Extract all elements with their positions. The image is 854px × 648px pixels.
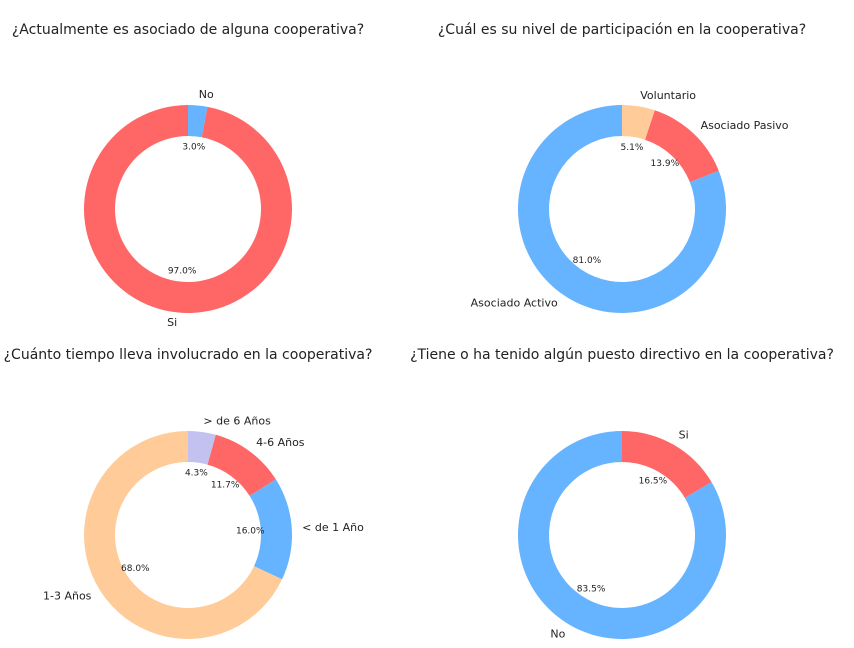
donut-slice <box>622 431 712 498</box>
donut-slice <box>518 431 727 640</box>
slice-label: 1-3 Años <box>43 589 92 602</box>
slice-label: Voluntario <box>640 89 696 102</box>
percent-label: 11.7% <box>211 480 240 490</box>
percent-label: 3.0% <box>182 142 205 152</box>
donut-slice <box>84 431 283 639</box>
chart-title: ¿Cuánto tiempo lleva involucrado en la c… <box>4 347 373 363</box>
donut-slice <box>188 431 216 465</box>
percent-label: 97.0% <box>168 267 197 277</box>
percent-label: 81.0% <box>573 256 602 266</box>
slice-label: No <box>550 627 565 640</box>
chart-title: ¿Cuál es su nivel de participación en la… <box>438 22 806 38</box>
percent-label: 5.1% <box>621 143 644 153</box>
slice-label: Asociado Pasivo <box>701 119 789 132</box>
percent-label: 16.0% <box>236 527 265 537</box>
percent-label: 16.5% <box>639 476 668 486</box>
slice-label: Asociado Activo <box>471 297 558 310</box>
donut-slice <box>249 479 293 580</box>
donut-slice <box>84 105 293 313</box>
donut-slice <box>622 105 655 140</box>
percent-label: 4.3% <box>185 469 208 479</box>
slice-label: < de 1 Año <box>302 521 364 534</box>
slice-label: > de 6 Años <box>203 415 271 428</box>
donut-slice <box>518 105 727 313</box>
donut-slice <box>188 105 208 138</box>
percent-label: 68.0% <box>121 564 150 574</box>
donut-slice <box>644 110 719 183</box>
chart-title: ¿Actualmente es asociado de alguna coope… <box>12 22 364 38</box>
percent-label: 13.9% <box>651 159 680 169</box>
donut-slice <box>207 434 276 496</box>
slice-label: No <box>199 88 214 101</box>
slice-label: Si <box>679 429 689 442</box>
slice-label: 4-6 Años <box>256 436 305 449</box>
chart-title: ¿Tiene o ha tenido algún puesto directiv… <box>410 347 834 363</box>
percent-label: 83.5% <box>577 585 606 595</box>
slice-label: Si <box>167 316 177 329</box>
